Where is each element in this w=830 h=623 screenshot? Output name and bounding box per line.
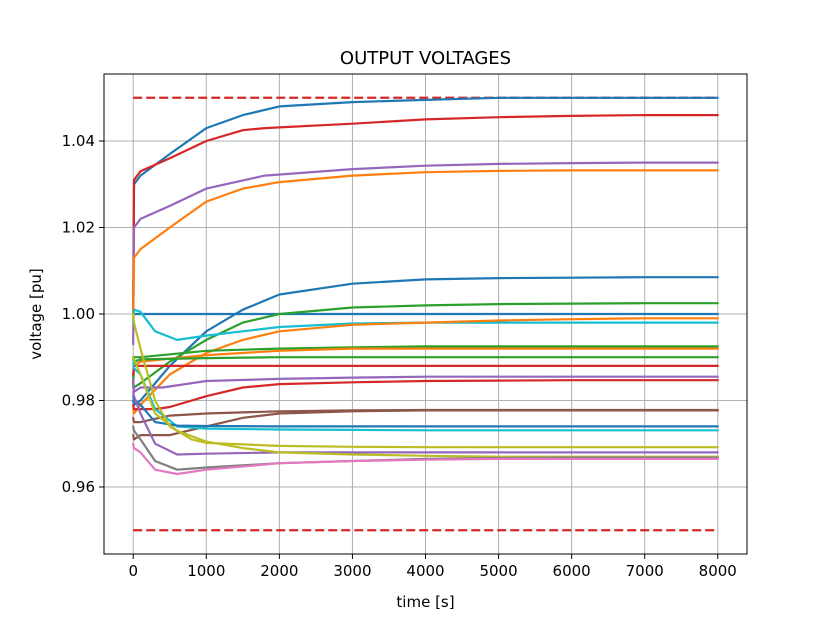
y-tick-label: 1.02 xyxy=(62,219,95,237)
voltage-series-line xyxy=(132,308,719,341)
y-tick-label: 0.96 xyxy=(62,478,95,496)
voltage-series-line xyxy=(132,395,719,428)
voltage-series-line xyxy=(132,302,719,389)
voltage-series-line xyxy=(132,364,719,376)
voltage-series-line xyxy=(132,356,719,389)
x-tick-label: 6000 xyxy=(553,562,591,580)
x-tick-label: 5000 xyxy=(479,562,517,580)
voltage-series-line xyxy=(132,409,719,441)
x-tick-label: 0 xyxy=(128,562,138,580)
voltage-series-line xyxy=(132,345,719,385)
x-tick-label: 7000 xyxy=(626,562,664,580)
y-tick-label: 1.00 xyxy=(62,305,95,323)
series-lines xyxy=(132,96,719,476)
x-tick-label: 4000 xyxy=(406,562,444,580)
voltage-series-line xyxy=(132,96,719,316)
y-axis-label: voltage [pu] xyxy=(27,268,45,360)
voltage-series-line xyxy=(132,347,719,385)
x-tick-label: 8000 xyxy=(699,562,737,580)
voltage-series-line xyxy=(132,312,719,449)
x-tick-label: 2000 xyxy=(260,562,298,580)
voltage-series-line xyxy=(132,375,719,393)
chart-title: OUTPUT VOLTAGES xyxy=(340,48,511,69)
voltage-series-line xyxy=(132,442,719,476)
y-tick-label: 1.04 xyxy=(62,132,95,150)
voltage-series-line xyxy=(132,169,719,316)
voltage-series-line xyxy=(132,113,719,316)
y-tick-label: 0.98 xyxy=(62,391,95,409)
voltage-series-line xyxy=(132,161,719,346)
x-tick-label: 3000 xyxy=(333,562,371,580)
voltage-series-line xyxy=(132,276,719,406)
x-tick-label: 1000 xyxy=(187,562,225,580)
x-axis-label: time [s] xyxy=(396,593,454,611)
axis-ticks: 0 1000 2000 3000 4000 5000 6000 7000 8000 0.96 0.9… xyxy=(62,132,737,580)
